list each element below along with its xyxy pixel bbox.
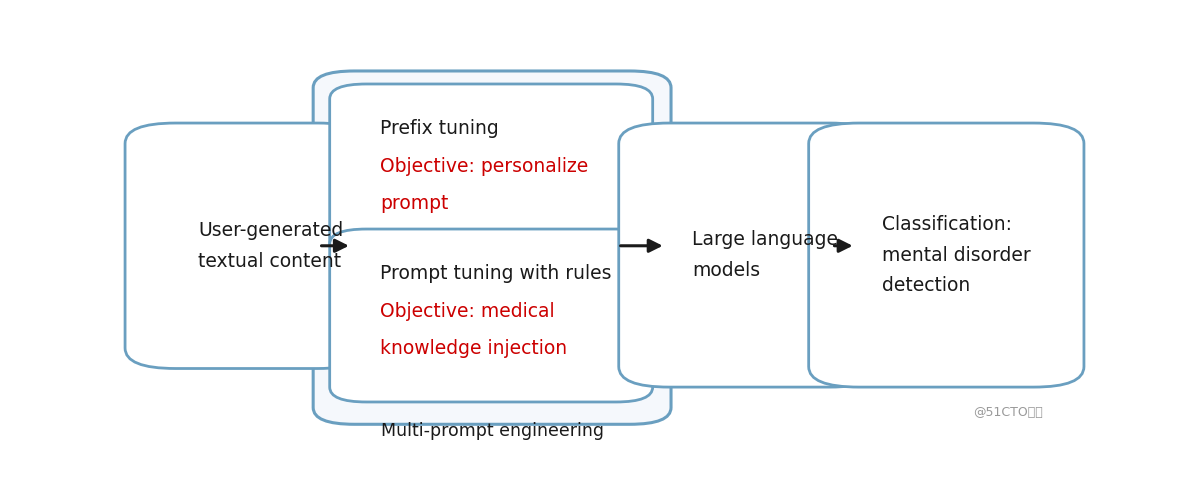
FancyBboxPatch shape bbox=[313, 71, 671, 424]
Text: Objective: personalize: Objective: personalize bbox=[380, 156, 588, 175]
Text: Large language: Large language bbox=[693, 230, 838, 249]
Text: mental disorder: mental disorder bbox=[882, 245, 1031, 265]
Text: textual content: textual content bbox=[199, 252, 342, 270]
Text: Multi-prompt engineering: Multi-prompt engineering bbox=[380, 423, 604, 440]
Text: Objective: medical: Objective: medical bbox=[380, 301, 555, 321]
FancyBboxPatch shape bbox=[619, 123, 880, 387]
Text: Classification:: Classification: bbox=[882, 215, 1012, 234]
Text: @51CTO博客: @51CTO博客 bbox=[973, 406, 1043, 419]
Text: Prompt tuning with rules: Prompt tuning with rules bbox=[380, 264, 612, 284]
Text: User-generated: User-generated bbox=[199, 221, 343, 240]
Text: models: models bbox=[693, 261, 760, 280]
Text: detection: detection bbox=[882, 276, 971, 295]
FancyBboxPatch shape bbox=[329, 229, 652, 402]
FancyBboxPatch shape bbox=[329, 84, 652, 257]
FancyBboxPatch shape bbox=[809, 123, 1085, 387]
Text: knowledge injection: knowledge injection bbox=[380, 339, 567, 358]
Text: Prefix tuning: Prefix tuning bbox=[380, 119, 498, 138]
Text: prompt: prompt bbox=[380, 194, 449, 213]
FancyBboxPatch shape bbox=[126, 123, 368, 369]
